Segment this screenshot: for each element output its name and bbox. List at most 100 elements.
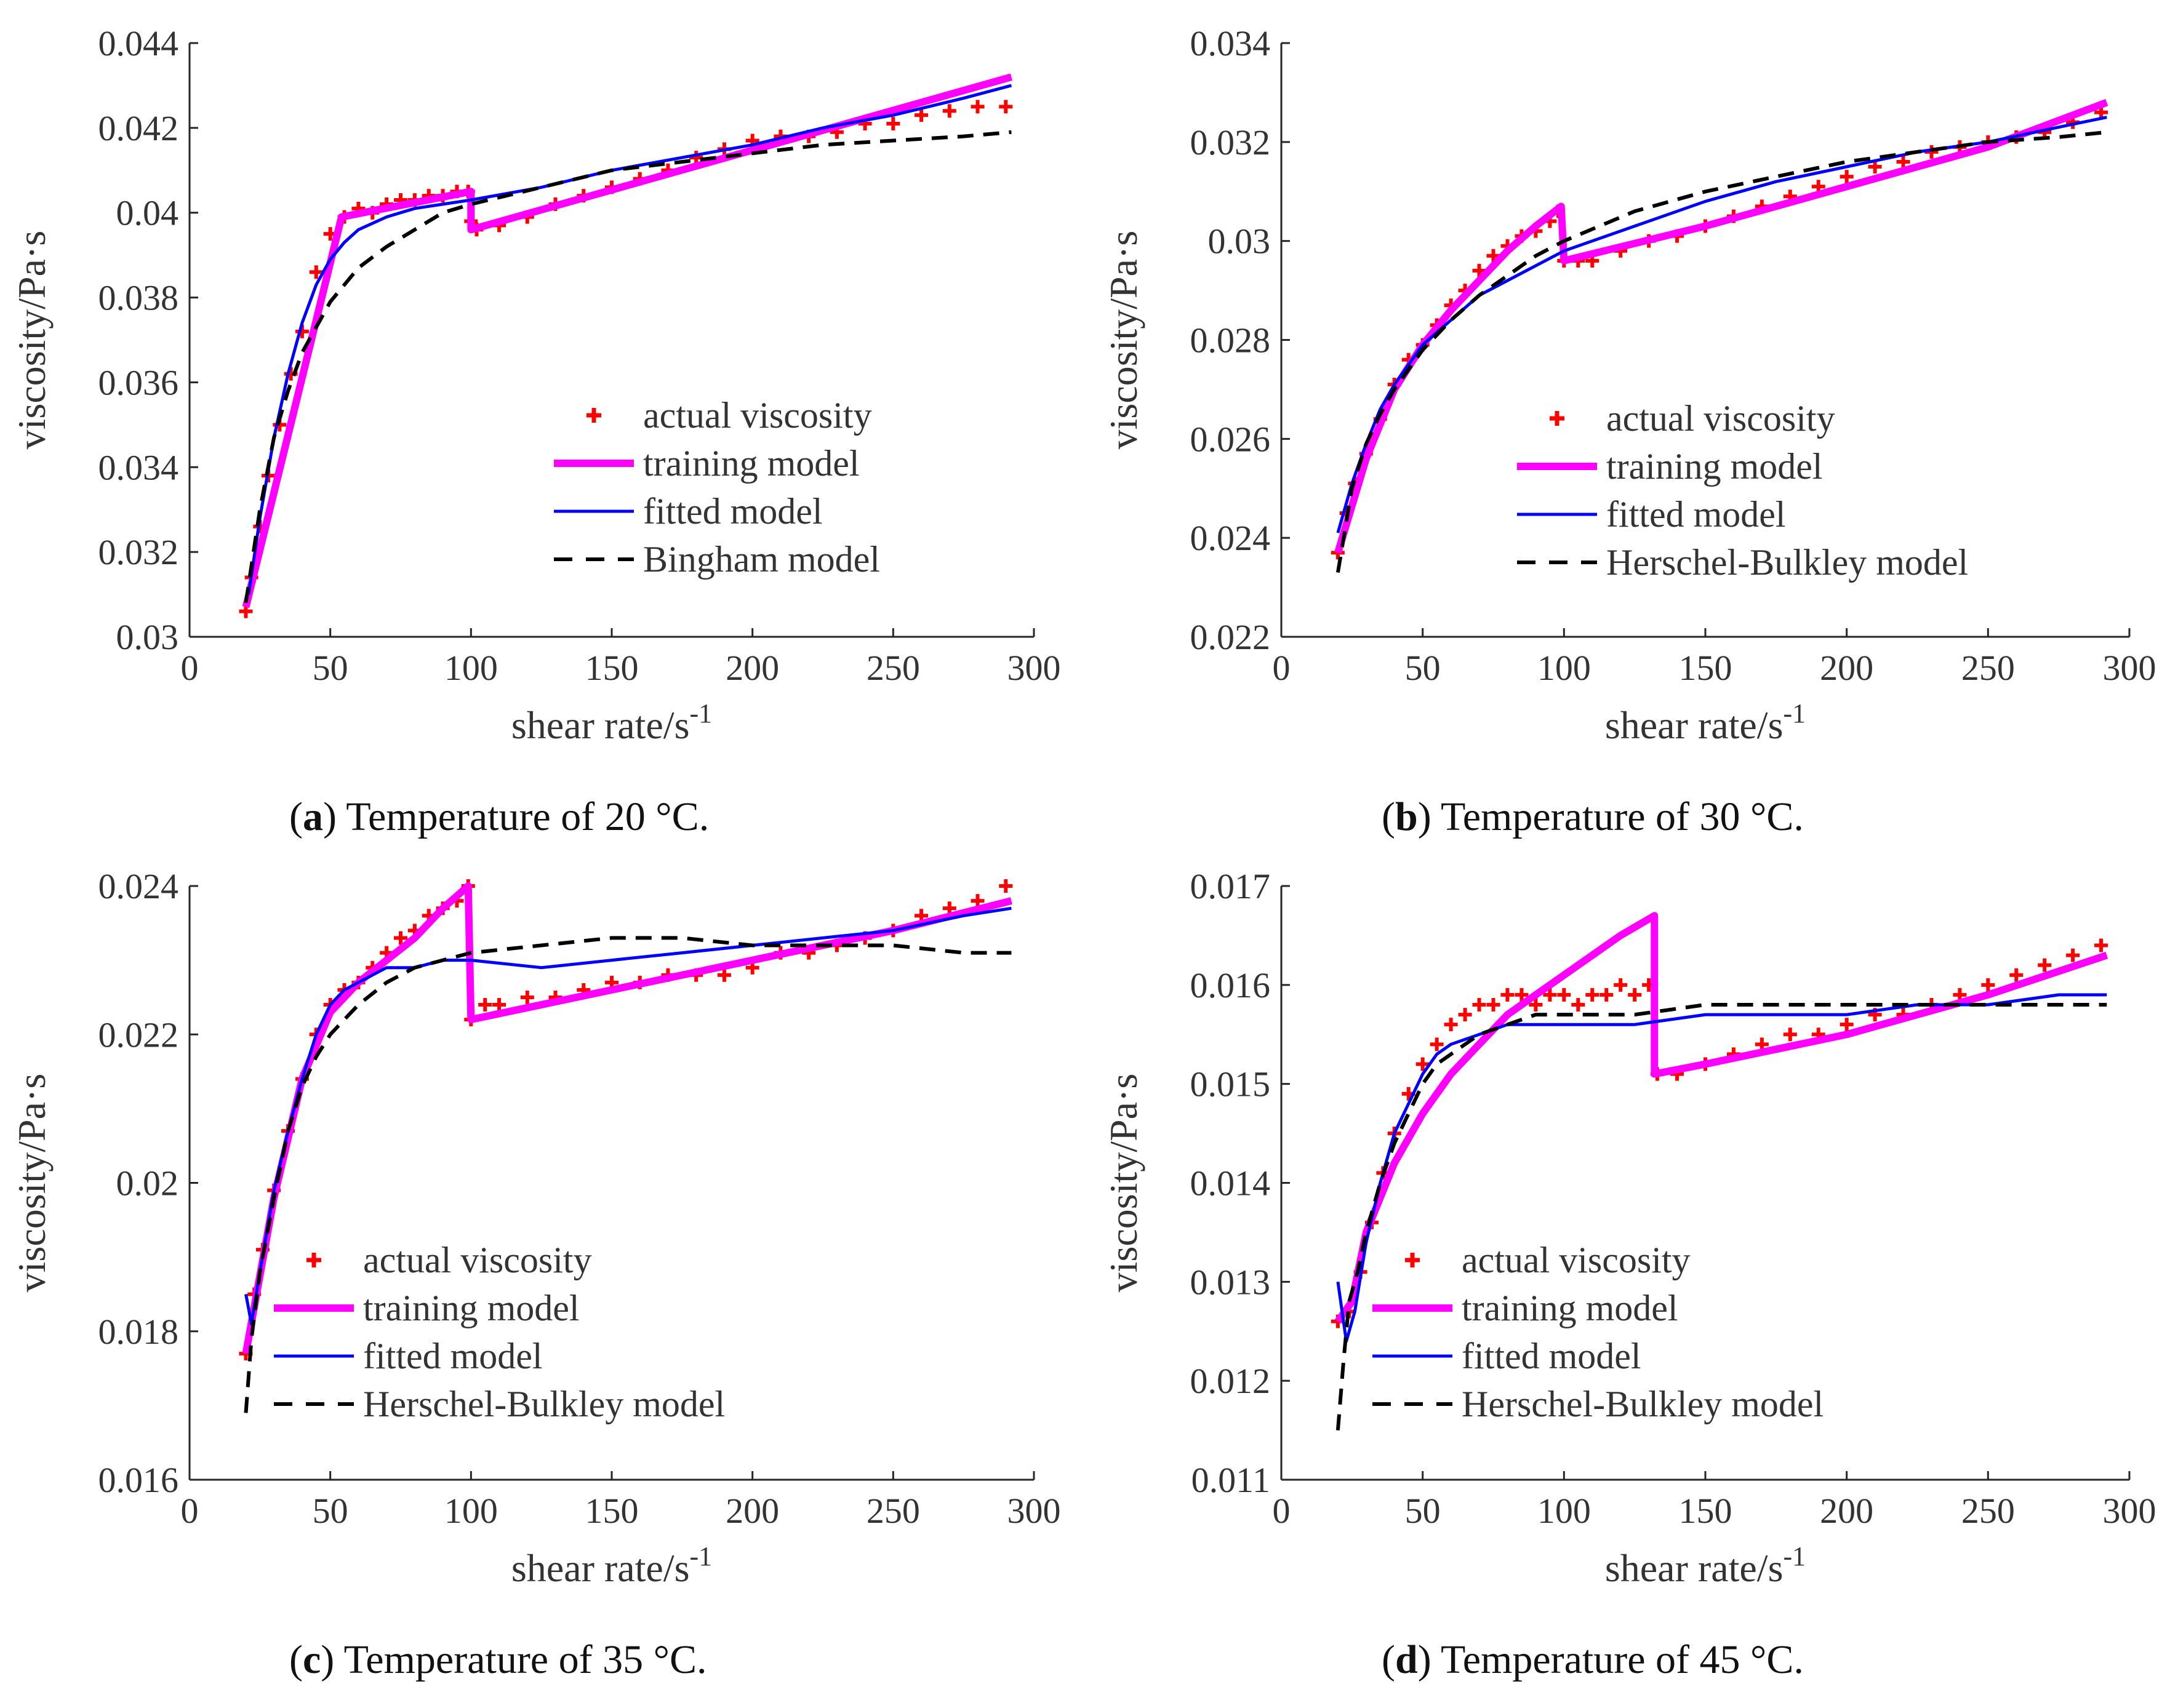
data-point xyxy=(1628,988,1642,1002)
x-tick-label: 250 xyxy=(1961,1491,2015,1531)
data-point xyxy=(1783,1028,1797,1042)
data-point xyxy=(1415,1057,1430,1071)
y-tick-label: 0.016 xyxy=(1190,965,1271,1005)
legend-label: actual viscosity xyxy=(363,1240,592,1280)
data-point xyxy=(1543,988,1557,1002)
y-tick-label: 0.03 xyxy=(1208,221,1271,261)
y-tick-label: 0.044 xyxy=(98,23,179,63)
data-point xyxy=(971,100,985,114)
data-point xyxy=(2038,958,2052,972)
series-actual-viscosity xyxy=(239,879,1013,1360)
data-point xyxy=(2009,968,2024,982)
y-tick-label: 0.022 xyxy=(98,1015,179,1055)
caption-a-text: Temperature of 20 °C. xyxy=(346,794,710,839)
series-actual-viscosity xyxy=(1331,105,2108,560)
legend-marker xyxy=(1550,411,1564,426)
x-axis-label: shear rate/s-1 xyxy=(511,698,712,747)
data-point xyxy=(309,265,323,279)
y-tick-label: 0.034 xyxy=(1190,23,1271,63)
x-tick-label: 0 xyxy=(181,648,199,688)
x-tick-label: 50 xyxy=(313,1491,348,1531)
legend-label: fitted model xyxy=(363,1336,543,1376)
series-line-thick xyxy=(1335,912,2108,1324)
caption-d-text: Temperature of 45 °C. xyxy=(1441,1637,1804,1682)
x-axis-label-exponent: -1 xyxy=(1783,1541,1806,1571)
caption-d: (d) Temperature of 45 °C. xyxy=(1382,1637,1804,1682)
y-tick-label: 0.024 xyxy=(1190,518,1271,558)
legend: actual viscosity training model fitted mod… xyxy=(554,395,880,580)
legend-label: training model xyxy=(363,1288,580,1328)
legend-label: fitted model xyxy=(643,491,823,532)
data-point xyxy=(1529,998,1543,1012)
legend-label: fitted model xyxy=(1462,1336,1641,1376)
legend-label: training model xyxy=(643,443,860,484)
y-axis-label: viscosity/Pa·s xyxy=(1102,1074,1145,1293)
y-tick-label: 0.038 xyxy=(98,278,179,318)
data-point xyxy=(394,931,407,945)
x-axis-label-exponent: -1 xyxy=(689,1541,712,1571)
data-point xyxy=(478,998,492,1012)
series-line-dashed xyxy=(244,936,1012,1413)
data-point xyxy=(1472,998,1486,1012)
x-tick-label: 150 xyxy=(585,1491,639,1531)
legend-label: Herschel-Bulkley model xyxy=(1606,542,1968,583)
series-line-solid xyxy=(1336,993,2107,1343)
y-tick-label: 0.04 xyxy=(116,193,179,233)
x-tick-label: 200 xyxy=(1820,648,1873,688)
y-tick-label: 0.013 xyxy=(1190,1262,1271,1302)
legend-marker xyxy=(587,408,601,423)
caption-d-letter: d xyxy=(1395,1637,1418,1682)
series-line-thick xyxy=(242,73,1013,609)
legend-label: fitted model xyxy=(1606,494,1786,535)
y-tick-label: 0.028 xyxy=(1190,321,1271,361)
caption-b: (b) Temperature of 30 °C. xyxy=(1382,794,1804,839)
data-point xyxy=(1840,170,1854,184)
x-tick-label: 0 xyxy=(181,1491,199,1531)
legend-label: Herschel-Bulkley model xyxy=(363,1384,725,1424)
y-tick-label: 0.011 xyxy=(1191,1460,1270,1500)
data-point xyxy=(717,968,731,982)
x-tick-label: 300 xyxy=(2103,1491,2156,1531)
legend-label: actual viscosity xyxy=(1606,398,1835,439)
caption-b-text: Temperature of 30 °C. xyxy=(1441,794,1804,839)
subplot-d: 0 50 100 150 200 250 300 0.011 0.012 0.013 0.014 0.… xyxy=(1102,866,2156,1590)
legend-marker xyxy=(306,1253,321,1267)
x-tick-label: 100 xyxy=(444,648,498,688)
y-tick-label: 0.032 xyxy=(98,532,179,572)
data-point xyxy=(886,116,900,130)
data-point xyxy=(999,879,1013,893)
y-axis-label: viscosity/Pa·s xyxy=(10,231,54,450)
x-tick-label: 100 xyxy=(1537,648,1591,688)
legend-label: actual viscosity xyxy=(643,395,872,436)
x-tick-label: 250 xyxy=(867,1491,920,1531)
y-tick-label: 0.026 xyxy=(1190,419,1271,459)
x-axis-label-exponent: -1 xyxy=(689,698,712,728)
data-point xyxy=(2094,938,2108,952)
data-point xyxy=(1981,978,1995,992)
data-point xyxy=(1430,1037,1444,1052)
series-line-dashed xyxy=(1335,130,2107,573)
data-point xyxy=(1840,1018,1854,1032)
y-tick-label: 0.015 xyxy=(1190,1064,1271,1104)
subplot-b: 0 50 100 150 200 250 300 0.022 0.024 0.026 0.028 0.… xyxy=(1102,23,2156,747)
x-tick-label: 200 xyxy=(726,1491,779,1531)
data-point xyxy=(999,100,1013,114)
data-point xyxy=(971,894,985,908)
y-tick-label: 0.032 xyxy=(1190,122,1271,162)
caption-a: (a) Temperature of 20 °C. xyxy=(289,794,710,839)
x-axis-label: shear rate/s-1 xyxy=(511,1541,712,1590)
caption-c-letter: c xyxy=(302,1637,321,1682)
y-tick-label: 0.03 xyxy=(116,617,179,657)
legend-marker xyxy=(1405,1253,1420,1267)
y-tick-label: 0.018 xyxy=(98,1312,179,1352)
caption-b-letter: b xyxy=(1395,794,1418,839)
x-tick-label: 50 xyxy=(1405,1491,1441,1531)
y-tick-label: 0.034 xyxy=(98,447,179,487)
data-point xyxy=(1896,155,1910,169)
y-axis-label: viscosity/Pa·s xyxy=(10,1074,54,1293)
series-line-dashed xyxy=(1335,1003,2107,1431)
caption-c: (c) Temperature of 35 °C. xyxy=(289,1637,707,1682)
x-tick-label: 250 xyxy=(867,648,920,688)
legend: actual viscosity training model fitted mod… xyxy=(274,1240,725,1424)
data-point xyxy=(1486,998,1500,1012)
